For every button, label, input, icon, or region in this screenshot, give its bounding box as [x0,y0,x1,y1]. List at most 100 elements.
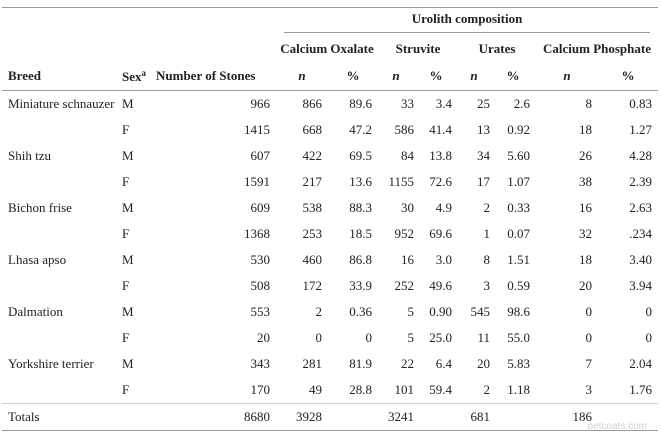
cell-ur-n: 11 [477,330,490,345]
cell-cp-n: 26 [579,148,592,163]
cell-cp-n: 7 [585,356,593,371]
cell-co-p: 69.5 [349,148,372,163]
ur-n-heading: n [458,62,490,91]
cell-co-p: 89.6 [349,96,372,111]
cell-sex: F [122,174,130,189]
number-of-stones-heading: Number of Stones [156,62,276,91]
cell-co-n: 668 [302,122,323,137]
cell-co-p: 0.36 [349,304,372,319]
cell-ur-p: 5.83 [507,356,530,371]
breed-heading: Breed [2,62,122,91]
cell-cp-n: 3 [585,382,593,397]
st-n-heading: n [378,62,414,91]
cell-cp-p: 0 [645,330,653,345]
cell-co-p: 47.2 [349,122,372,137]
cell-st-n: 101 [394,382,415,397]
cell-co-n: 2 [315,304,323,319]
cell-cp-n: 38 [579,174,592,189]
cell-stones: 609 [250,200,271,215]
cell-sex: M [122,96,134,111]
cell-ur-p: 0.07 [507,226,530,241]
cell-co-n: 217 [302,174,323,189]
cell-cp-n: 0 [585,304,593,319]
cell-sex: M [122,200,134,215]
cell-ur-n: 2 [483,382,491,397]
cell-co-p: 0 [365,330,373,345]
cell-stones: 508 [250,278,271,293]
cell-cp-n: 8 [585,96,593,111]
cell-st-n: 84 [401,148,414,163]
totals-empty-cell [598,403,659,431]
cell-st-n: 5 [407,304,415,319]
cell-cp-p: 4.28 [629,148,653,163]
totals-ur-n: 681 [458,403,490,431]
cell-st-p: 69.6 [429,226,452,241]
cell-ur-n: 17 [477,174,490,189]
cell-ur-p: 0.59 [507,278,530,293]
cell-breed [2,325,122,351]
cell-co-n: 0 [315,330,323,345]
cell-sex: F [122,122,130,137]
sex-heading: Sexa [122,62,156,91]
header-row-compounds: Calcium Oxalate Struvite Urates Calcium … [2,36,658,62]
cell-stones: 343 [250,356,271,371]
cell-st-p: 49.6 [429,278,452,293]
cell-cp-p: 3.94 [629,278,653,293]
table-row: Miniature schnauzer M 966 866 89.6 33 3.4 25 2.6… [2,91,658,118]
cell-stones: 1368 [244,226,270,241]
header-row-columns: Breed Sexa Number of Stones n % n % n % … [2,62,659,91]
cell-stones: 1415 [244,122,270,137]
cell-ur-n: 2 [483,200,491,215]
urates-heading: Urates [478,41,516,56]
cell-ur-n: 545 [470,304,491,319]
cell-sex: M [122,252,134,267]
cell-ur-n: 20 [477,356,490,371]
cp-n-heading: n [536,62,598,91]
cell-co-p: 28.8 [349,382,372,397]
cell-sex: M [122,304,134,319]
cell-ur-n: 25 [477,96,490,111]
cell-ur-p: 0.33 [507,200,530,215]
cell-breed: Lhasa apso [8,252,67,267]
table-body: Miniature schnauzer M 966 866 89.6 33 3.4 25 2.6… [2,91,659,431]
cell-ur-n: 3 [483,278,491,293]
totals-co-n: 3928 [276,403,328,431]
cell-ur-n: 8 [483,252,491,267]
cell-breed: Yorkshire terrier [8,356,94,371]
totals-empty-cell [414,403,458,431]
cell-cp-n: 20 [579,278,592,293]
cell-stones: 966 [250,96,271,111]
cell-st-n: 33 [401,96,414,111]
cell-co-p: 18.5 [349,226,372,241]
urolith-composition-heading: Urolith composition [276,7,659,36]
totals-label: Totals [2,403,122,431]
cell-st-p: 3.0 [435,252,452,267]
cell-cp-n: 16 [579,200,592,215]
cell-co-n: 538 [302,200,323,215]
cell-co-n: 422 [302,148,323,163]
table-row: Shih tzu M 607 422 69.5 84 13.8 34 5.60 26 4.28 [2,143,658,169]
cell-breed [2,377,122,404]
cell-sex: M [122,356,134,371]
table-row: F 1415 668 47.2 586 41.4 13 0.92 18 1.27 [2,117,658,143]
cell-cp-n: 18 [579,122,592,137]
cell-st-n: 16 [401,252,414,267]
cell-ur-p: 2.6 [513,96,530,111]
ur-pct-heading: % [490,62,536,91]
totals-st-n: 3241 [378,403,414,431]
cell-cp-p: 3.40 [629,252,653,267]
cell-sex: F [122,330,130,345]
totals-empty-cell [122,403,156,431]
cell-cp-p: 1.76 [629,382,653,397]
cell-st-n: 252 [394,278,415,293]
cell-st-n: 586 [394,122,415,137]
cell-stones: 530 [250,252,271,267]
cell-stones: 20 [257,330,270,345]
cell-st-n: 952 [394,226,415,241]
cell-breed [2,117,122,143]
watermark: petcoats.com [587,421,647,432]
cell-cp-p: 2.39 [629,174,653,189]
cell-co-n: 49 [309,382,322,397]
cell-co-n: 460 [302,252,323,267]
